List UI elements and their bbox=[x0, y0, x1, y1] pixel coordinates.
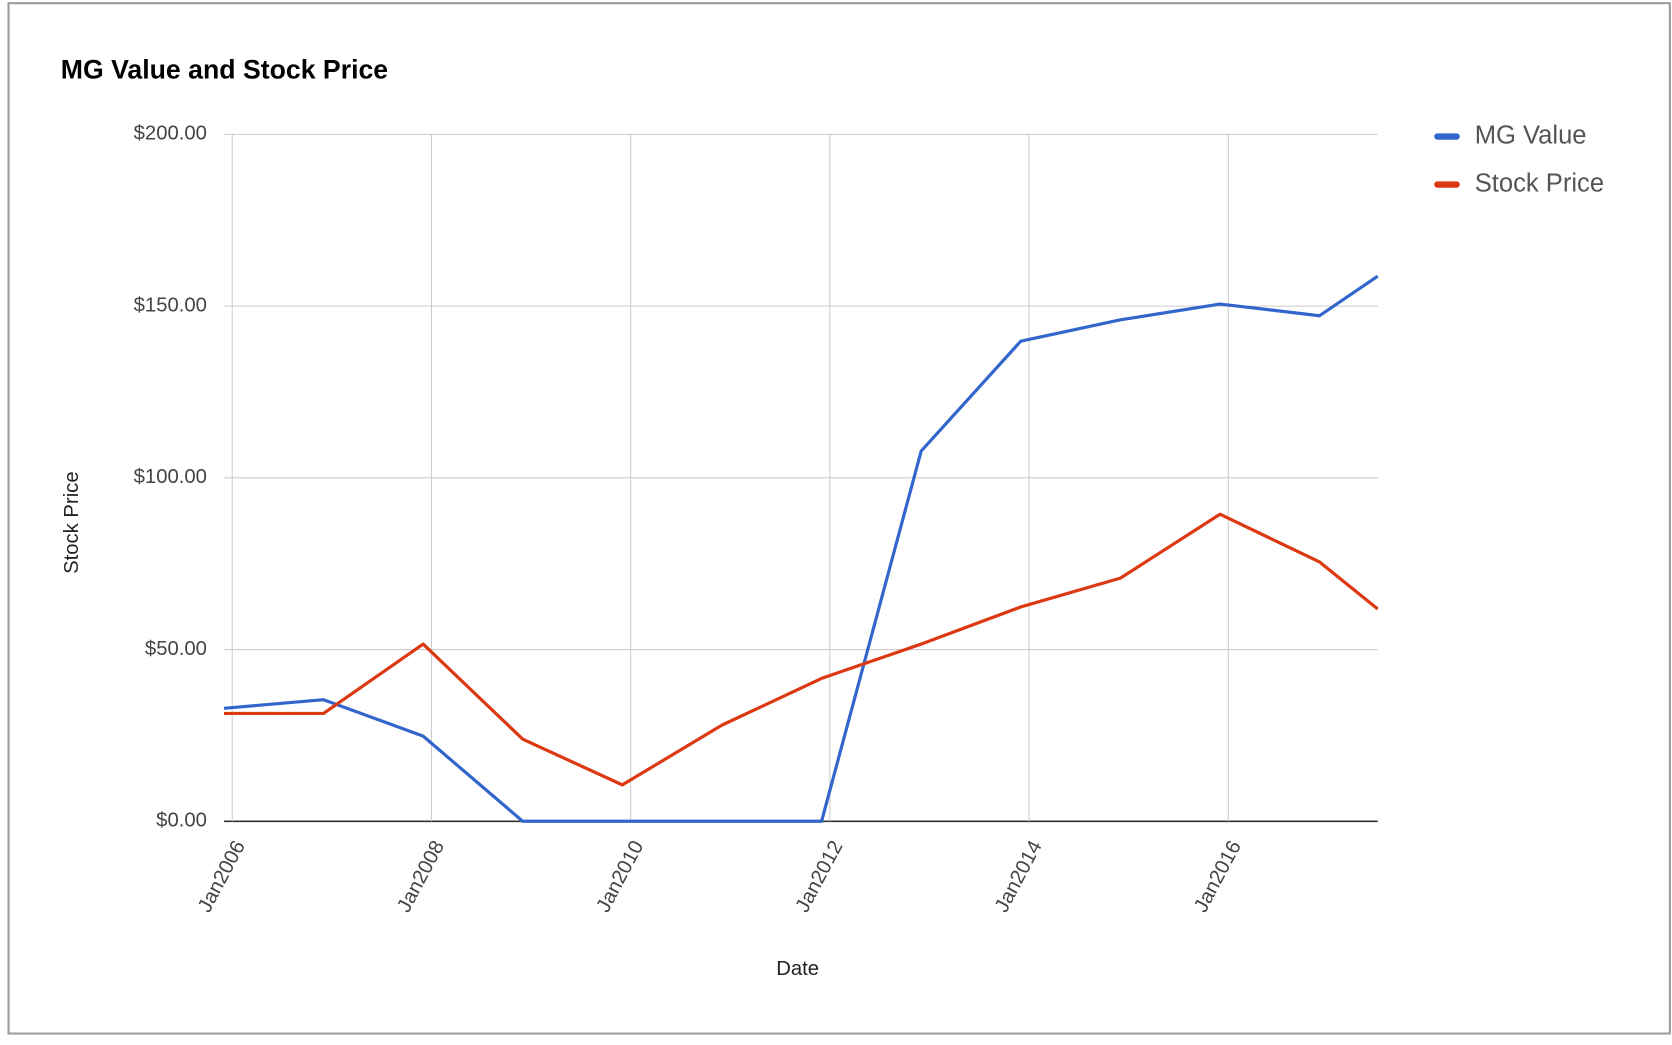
y-tick-label: $50.00 bbox=[145, 638, 207, 660]
legend-label: Stock Price bbox=[1475, 169, 1604, 197]
y-tick-label: $200.00 bbox=[134, 123, 207, 145]
chart-title: MG Value and Stock Price bbox=[61, 55, 388, 85]
legend-label: MG Value bbox=[1475, 121, 1587, 149]
y-tick-label: $150.00 bbox=[134, 294, 207, 316]
y-axis-label: Stock Price bbox=[61, 471, 83, 573]
y-tick-label: $0.00 bbox=[156, 810, 207, 832]
x-axis-label: Date bbox=[776, 958, 819, 980]
chart-frame bbox=[7, 2, 1671, 1035]
series-line bbox=[223, 274, 1379, 823]
y-tick-label: $100.00 bbox=[134, 466, 207, 488]
series-line bbox=[223, 512, 1379, 787]
